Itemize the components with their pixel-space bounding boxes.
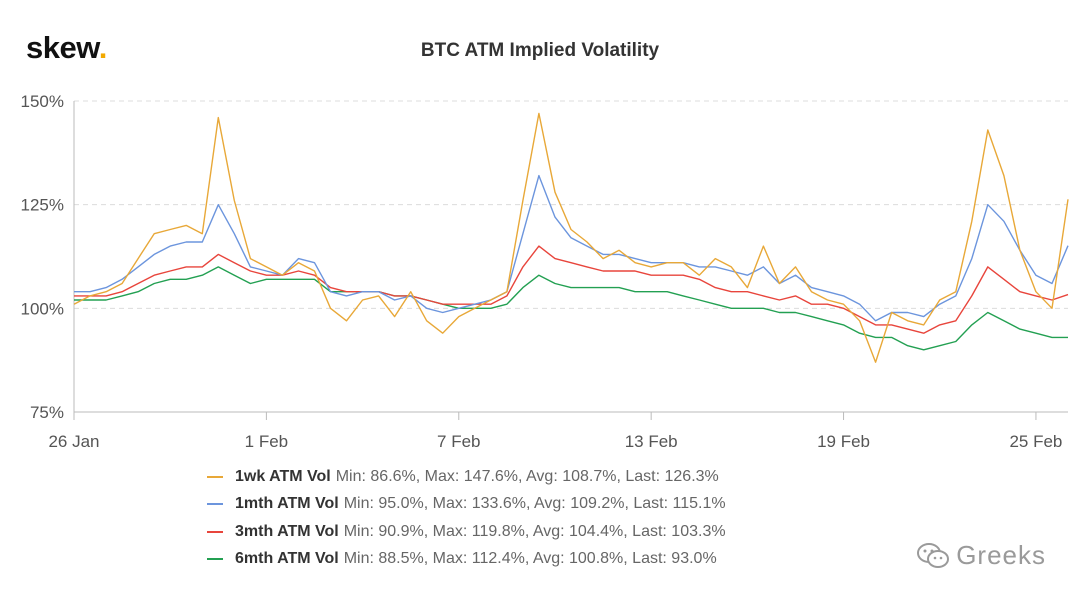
y-tick-label: 150%	[21, 92, 64, 111]
series-line-3mth-atm-vol	[74, 245, 1069, 334]
skew-logo: skew.	[26, 30, 107, 65]
legend-name: 1mth ATM Vol	[235, 495, 339, 513]
x-tick-label: 13 Feb	[625, 432, 678, 451]
legend-stats: Min: 86.6%, Max: 147.6%, Avg: 108.7%, La…	[335, 467, 719, 485]
legend-item-1wk[interactable]: 1wk ATM Vol Min: 86.6%, Max: 147.6%, Avg…	[207, 463, 726, 491]
legend-swatch-1wk	[207, 475, 223, 478]
legend-stats: Min: 88.5%, Max: 112.4%, Avg: 100.8%, La…	[343, 550, 717, 568]
series-line-6mth-atm-vol	[74, 266, 1068, 351]
chart-title: BTC ATM Implied Volatility	[420, 40, 660, 61]
x-tick-label: 1 Feb	[245, 432, 288, 451]
legend-item-6mth[interactable]: 6mth ATM Vol Min: 88.5%, Max: 112.4%, Av…	[207, 546, 726, 574]
legend-name: 3mth ATM Vol	[235, 522, 339, 540]
y-tick-label: 100%	[21, 299, 64, 318]
x-tick-label: 25 Feb	[1009, 432, 1062, 451]
legend-item-1mth[interactable]: 1mth ATM Vol Min: 95.0%, Max: 133.6%, Av…	[207, 491, 726, 519]
y-tick-label: 75%	[30, 403, 64, 422]
legend-name: 6mth ATM Vol	[235, 550, 339, 568]
y-tick-label: 125%	[21, 196, 64, 215]
series-line-1wk-atm-vol	[73, 112, 1069, 363]
x-tick-label: 26 Jan	[48, 432, 99, 451]
x-tick-label: 7 Feb	[437, 432, 480, 451]
wechat-icon	[917, 542, 950, 568]
chart-legend: 1wk ATM Vol Min: 86.6%, Max: 147.6%, Avg…	[207, 463, 726, 573]
legend-swatch-6mth	[207, 558, 223, 561]
watermark-text: Greeks	[956, 540, 1046, 570]
series-line-1mth-atm-vol	[74, 174, 1069, 322]
legend-stats: Min: 95.0%, Max: 133.6%, Avg: 109.2%, La…	[343, 495, 726, 513]
legend-name: 1wk ATM Vol	[235, 467, 331, 485]
legend-swatch-1mth	[207, 503, 223, 506]
legend-swatch-3mth	[207, 530, 223, 533]
legend-item-3mth[interactable]: 3mth ATM Vol Min: 90.9%, Max: 119.8%, Av…	[207, 518, 726, 546]
watermark: Greeks	[916, 540, 1046, 571]
x-tick-label: 19 Feb	[817, 432, 870, 451]
legend-stats: Min: 90.9%, Max: 119.8%, Avg: 104.4%, La…	[343, 522, 726, 540]
